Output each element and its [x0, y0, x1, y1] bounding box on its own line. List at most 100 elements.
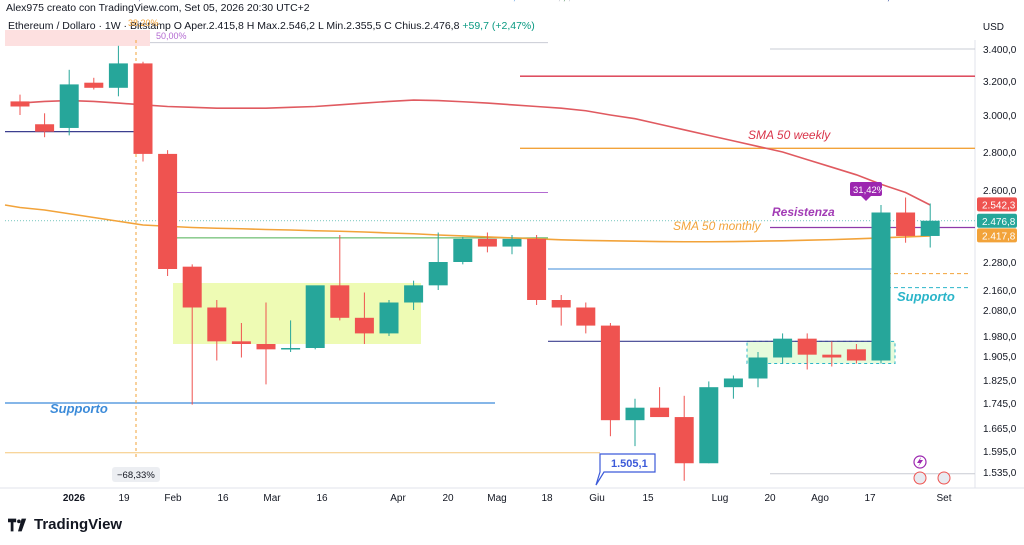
candle-body [231, 341, 251, 344]
x-tick-label: 20 [442, 493, 454, 504]
tradingview-logo: TradingView [8, 516, 122, 533]
price-tag-label: 2.476,8 [982, 217, 1016, 228]
pct-up-text: 31,42% [853, 185, 886, 196]
currency-label: USD [982, 22, 1004, 33]
candle-body [404, 285, 424, 303]
price-tag [977, 228, 1017, 243]
x-tick-label: Ago [811, 493, 829, 504]
resistenza-annotation: Resistenza [772, 205, 835, 219]
candle-body [773, 338, 793, 358]
ohlc-legend: Ethereum / Dollaro · 1W · Bitstamp O Ape… [8, 20, 535, 32]
y-tick-label: 2.800,0 [983, 148, 1017, 159]
pct-up-badge-pointer [861, 196, 871, 201]
candle-body [723, 378, 743, 388]
symbol-name[interactable]: Ethereum / Dollaro · 1W · Bitstamp [8, 20, 171, 32]
x-tick-label: Mag [487, 493, 506, 504]
price-tag-label: 2.542,3 [982, 200, 1016, 211]
pct-up-badge [850, 182, 882, 196]
sma-weekly-line [19, 99, 931, 206]
fib-label: 8,60% [882, 0, 908, 2]
candle-body [10, 101, 30, 107]
x-tick-label: Feb [164, 493, 182, 504]
candle-body [625, 407, 645, 421]
fib-label: 38,20% [553, 0, 584, 2]
x-tick-label: 20 [764, 493, 776, 504]
candle-body [158, 153, 178, 269]
fib-label: 38,20% [128, 18, 159, 28]
candle-body [576, 307, 596, 326]
lightning-glyph-icon [917, 457, 923, 467]
candle-body [896, 212, 916, 236]
ohlc-close-label: C [384, 20, 392, 32]
ohlc-open-label: O [173, 20, 182, 32]
candle-body [551, 300, 571, 308]
candle-body [281, 348, 301, 350]
supporto-annotation-right: Supporto [897, 289, 955, 304]
candle-body [108, 63, 128, 88]
ohlc-close-value: Chius.2.476,8 [394, 20, 460, 32]
candle-body [650, 407, 670, 418]
candle-body [477, 238, 497, 247]
candle-body [527, 238, 547, 300]
y-tick-label: 1.535,0 [983, 468, 1017, 479]
candle-body [502, 238, 522, 247]
x-tick-label: 16 [316, 493, 328, 504]
y-tick-label: 1.825,0 [983, 376, 1017, 387]
sma-monthly-annotation: SMA 50 monthly [673, 219, 762, 233]
x-tick-label: Lug [712, 493, 729, 504]
fib-label: 50,00% [156, 31, 187, 41]
fib-label: 78,60% [503, 0, 534, 2]
ohlc-high-value: Max.2.546,2 [257, 20, 316, 32]
fib-label: 0,00% [553, 0, 579, 2]
event-flag-icon [913, 471, 927, 485]
event-flag-icon [937, 471, 951, 485]
candle-body [797, 338, 817, 355]
x-tick-label: Giu [589, 493, 605, 504]
sma-monthly-line [4, 204, 931, 243]
candle-body [699, 387, 719, 464]
x-tick-label: 16 [217, 493, 229, 504]
fib-label: 0,00% [133, 0, 159, 2]
x-tick-label: 18 [541, 493, 553, 504]
y-tick-label: 1.980,0 [983, 332, 1017, 343]
y-tick-label: 3.200,0 [983, 77, 1017, 88]
candle-body [84, 82, 104, 88]
y-tick-label: 2.280,0 [983, 258, 1017, 269]
candle-body [920, 220, 940, 236]
fib-label: 50,00% [553, 0, 584, 2]
x-tick-label: Mar [263, 493, 281, 504]
y-tick-label: 3.400,0 [983, 45, 1017, 56]
y-tick-label: 1.665,0 [983, 424, 1017, 435]
candle-body [453, 238, 473, 262]
candle-body [354, 317, 374, 334]
ohlc-open-value: Aper.2.415,8 [184, 20, 244, 32]
candle-body [207, 307, 227, 342]
candle-body [59, 84, 79, 128]
x-tick-label: 15 [642, 493, 654, 504]
fib-label: 0,00% [882, 0, 908, 2]
y-tick-label: 2.600,0 [983, 186, 1017, 197]
y-tick-label: 2.080,0 [983, 306, 1017, 317]
candle-body [600, 325, 620, 421]
ohlc-high-label: H [246, 20, 255, 32]
ohlc-change: +59,7 (+2,47%) [462, 20, 535, 32]
x-tick-label: Set [936, 493, 951, 504]
candle-body [674, 417, 694, 464]
candle-body [871, 212, 891, 361]
candle-body [305, 285, 325, 348]
candle-body [330, 285, 350, 318]
candle-body [35, 124, 55, 132]
y-tick-label: 1.745,0 [983, 399, 1017, 410]
shaded-zone-top [5, 30, 150, 46]
ohlc-low-value: Min.2.355,5 [326, 20, 382, 32]
x-tick-label: Apr [390, 493, 406, 504]
low-label: 1.505,1 [611, 458, 648, 470]
x-tick-label: 19 [118, 493, 130, 504]
pct-down-badge [112, 467, 160, 482]
candle-body [379, 302, 399, 334]
supporto-annotation-left: Supporto [50, 401, 108, 416]
sma-weekly-annotation: SMA 50 weekly [748, 128, 831, 142]
y-tick-label: 2.160,0 [983, 286, 1017, 297]
price-tag [977, 213, 1017, 228]
